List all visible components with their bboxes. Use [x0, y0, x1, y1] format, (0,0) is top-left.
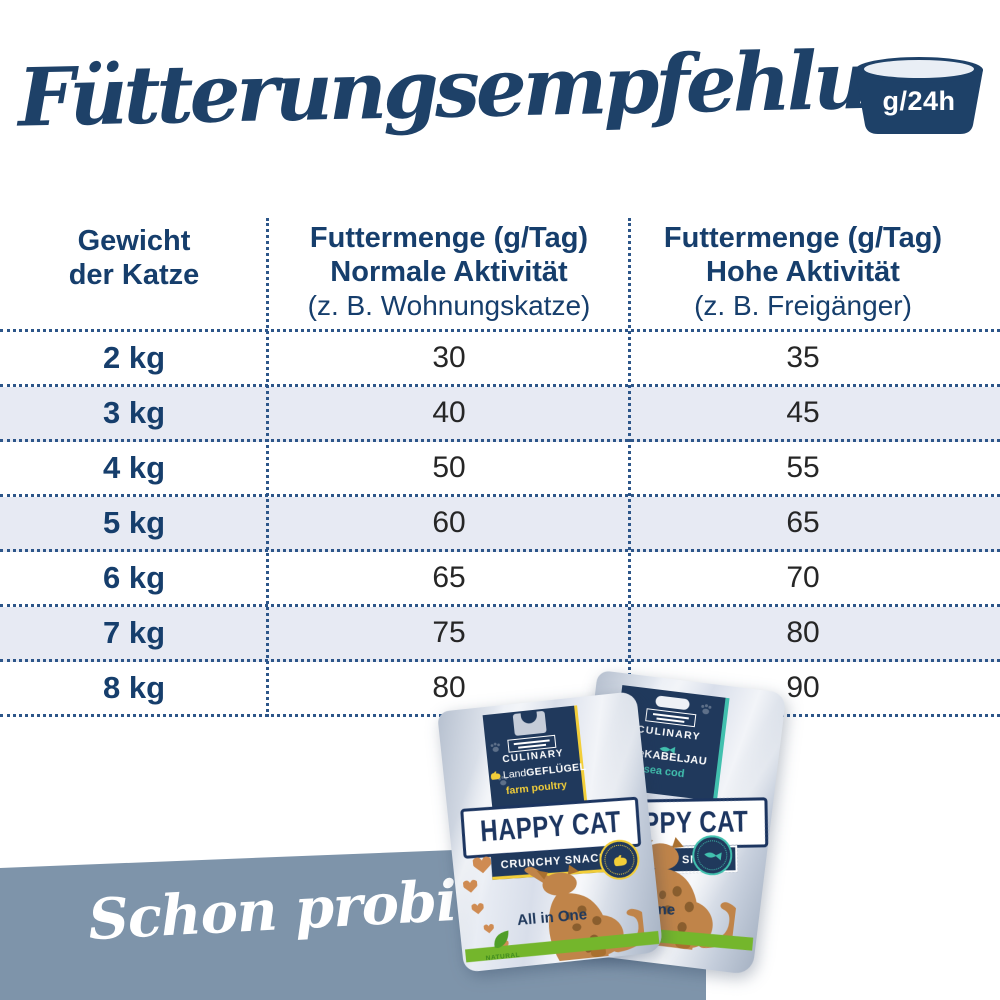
header-line: der Katze — [68, 259, 200, 291]
table-row: 2 kg 30 35 — [0, 332, 1000, 387]
table-row: 3 kg 40 45 — [0, 387, 1000, 442]
table-header: Gewicht der Katze Futtermenge (g/Tag) No… — [0, 215, 1000, 332]
high-activity-cell: 45 — [786, 396, 820, 429]
normal-activity-cell: 30 — [432, 341, 466, 374]
normal-activity-cell: 65 — [432, 561, 466, 594]
high-activity-cell: 90 — [786, 671, 820, 704]
high-activity-cell: 70 — [786, 561, 820, 594]
header-subline: (z. B. Wohnungskatze) — [307, 290, 591, 321]
weight-cell: 3 kg — [102, 395, 166, 430]
weight-cell: 8 kg — [102, 670, 166, 705]
high-activity-cell: 55 — [786, 451, 820, 484]
table-row: 4 kg 50 55 — [0, 442, 1000, 497]
natural-badge: NATURAL — [478, 926, 525, 962]
weight-cell: 6 kg — [102, 560, 166, 595]
header-line: Normale Aktivität — [330, 256, 568, 288]
header-line: Gewicht — [77, 225, 191, 257]
high-activity-cell: 65 — [786, 506, 820, 539]
product-pouch-poultry: CULINARY LandGEFLÜGEL farm poultry HAPPY… — [437, 691, 664, 973]
variety-main: GEFLÜGEL — [525, 760, 587, 779]
col-header-weight: Gewicht der Katze — [0, 215, 268, 329]
page-title: Fütterungsempfehlung — [17, 30, 975, 145]
natural-label: NATURAL — [485, 951, 521, 963]
heart-treat-icon — [472, 856, 493, 875]
bowl-label: g/24h — [882, 86, 956, 116]
hang-slot — [655, 695, 691, 711]
col-header-normal-activity: Futtermenge (g/Tag) Normale Aktivität (z… — [268, 215, 630, 329]
column-divider — [628, 218, 631, 717]
weight-cell: 5 kg — [102, 505, 166, 540]
variety-prefix: Land — [502, 767, 527, 782]
table-row: 5 kg 60 65 — [0, 497, 1000, 552]
table-row: 7 kg 75 80 — [0, 607, 1000, 662]
chicken-icon — [490, 770, 501, 780]
leaf-icon — [492, 930, 511, 949]
normal-activity-cell: 75 — [432, 616, 466, 649]
product-panel: CULINARY LandGEFLÜGEL farm poultry — [482, 705, 588, 811]
weight-cell: 2 kg — [102, 340, 166, 375]
header-line: Futtermenge (g/Tag) — [663, 222, 943, 254]
feeding-table: Gewicht der Katze Futtermenge (g/Tag) No… — [0, 215, 1000, 717]
header-subline: (z. B. Freigänger) — [694, 290, 912, 321]
brand-name: HAPPY CAT — [479, 805, 623, 849]
normal-activity-cell: 50 — [432, 451, 466, 484]
header-line: Futtermenge (g/Tag) — [309, 222, 589, 254]
weight-cell: 7 kg — [102, 615, 166, 650]
high-activity-cell: 35 — [786, 341, 820, 374]
hang-slot — [512, 710, 547, 736]
header-line: Hohe Aktivität — [706, 256, 900, 288]
high-activity-cell: 80 — [786, 616, 820, 649]
normal-activity-cell: 60 — [432, 506, 466, 539]
heart-treat-icon — [471, 902, 485, 915]
column-divider — [266, 218, 269, 717]
normal-activity-cell: 80 — [432, 671, 466, 704]
normal-activity-cell: 40 — [432, 396, 466, 429]
weight-cell: 4 kg — [102, 450, 166, 485]
bowl-icon: g/24h — [850, 52, 988, 140]
col-header-high-activity: Futtermenge (g/Tag) Hohe Aktivität (z. B… — [630, 215, 1000, 329]
table-row: 6 kg 65 70 — [0, 552, 1000, 607]
heart-treat-icon — [462, 879, 479, 894]
